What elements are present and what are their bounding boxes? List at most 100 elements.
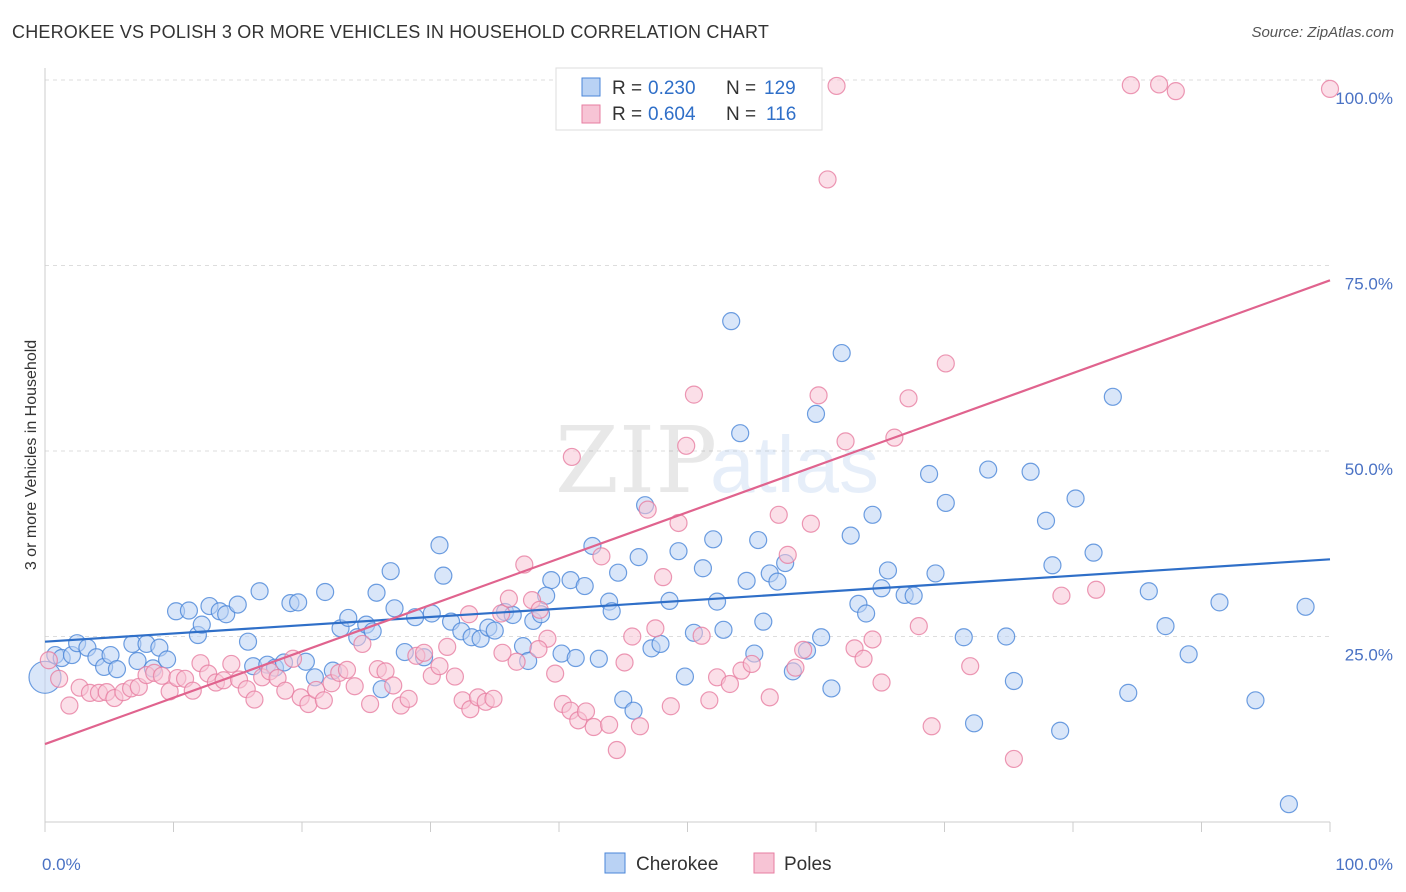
- legend-n-value-cherokee: 129: [764, 78, 796, 99]
- poles-point: [630, 717, 650, 736]
- poles-point: [1004, 749, 1023, 769]
- source-label: Source: ZipAtlas.com: [1251, 24, 1394, 41]
- cherokee-point: [1156, 617, 1175, 636]
- poles-point: [60, 696, 79, 715]
- poles-point: [484, 689, 503, 708]
- cherokee-point: [250, 582, 269, 601]
- cherokee-point: [1103, 387, 1122, 406]
- trend-lines: [44, 279, 1331, 746]
- poles-point: [445, 667, 465, 686]
- cherokee-point: [485, 621, 504, 640]
- poles-point: [438, 637, 457, 656]
- legend-r-label-poles: R =: [612, 104, 642, 125]
- poles-point: [769, 505, 788, 524]
- cherokee-point: [614, 690, 633, 709]
- poles-point: [376, 662, 395, 681]
- poles-point: [546, 664, 565, 683]
- poles-point: [854, 649, 873, 668]
- cherokee-point: [589, 649, 608, 668]
- y-tick-labels: 25.0% 50.0% 75.0% 100.0%: [1335, 89, 1393, 665]
- legend-bottom-swatch-poles: [753, 852, 775, 874]
- cherokee-point: [316, 582, 335, 602]
- y-tick-label: 100.0%: [1335, 89, 1393, 108]
- poles-point: [245, 690, 264, 709]
- cherokee-point: [192, 615, 211, 634]
- cherokee-point: [979, 460, 998, 479]
- cherokee-point: [289, 593, 308, 612]
- poles-point: [576, 702, 596, 721]
- cherokee-point: [624, 701, 643, 720]
- legend-swatch-poles: [581, 104, 601, 124]
- cherokee-point: [1036, 511, 1056, 530]
- poles-point: [692, 626, 711, 645]
- poles-point: [562, 447, 581, 467]
- poles-point: [899, 389, 918, 408]
- cherokee-point: [857, 604, 876, 623]
- cherokee-point: [749, 530, 768, 550]
- poles-point: [684, 385, 704, 404]
- cherokee-point: [1119, 683, 1138, 702]
- poles-point: [1166, 82, 1185, 101]
- legend-r-value-poles: 0.604: [648, 104, 696, 125]
- poles-point: [499, 589, 518, 608]
- poles-point: [661, 697, 680, 716]
- poles-point: [384, 676, 403, 695]
- cherokee-trend-line: [44, 558, 1331, 643]
- cherokee-point: [381, 562, 400, 581]
- cherokee-point: [878, 561, 898, 580]
- cherokee-point: [904, 586, 923, 605]
- poles-point: [818, 170, 837, 189]
- poles-point: [493, 643, 512, 662]
- cherokee-point: [997, 627, 1016, 646]
- chart-title: CHEROKEE VS POLISH 3 OR MORE VEHICLES IN…: [12, 22, 770, 42]
- cherokee-point: [731, 424, 750, 443]
- cherokee-point: [806, 404, 826, 423]
- cherokee-point: [339, 608, 358, 628]
- poles-point: [1052, 586, 1071, 605]
- legend-r-label-cherokee: R =: [612, 78, 642, 99]
- cherokee-point: [1084, 543, 1103, 562]
- cherokee-point: [919, 464, 939, 484]
- cherokee-point: [629, 548, 648, 567]
- poles-point: [345, 677, 364, 696]
- poles-point: [50, 669, 69, 688]
- cherokee-point: [863, 505, 882, 524]
- cherokee-point: [693, 559, 713, 578]
- cherokee-point: [675, 667, 695, 686]
- cherokee-point: [669, 542, 688, 561]
- poles-point: [584, 717, 603, 737]
- cherokee-point: [179, 601, 199, 620]
- cherokee-point: [707, 592, 727, 611]
- poles-point: [529, 640, 548, 659]
- poles-point: [276, 681, 295, 700]
- y-tick-label: 50.0%: [1345, 460, 1393, 479]
- legend-r-value-cherokee: 0.230: [648, 78, 696, 99]
- y-tick-label: 25.0%: [1345, 646, 1393, 665]
- poles-point: [361, 694, 380, 714]
- cherokee-point: [602, 602, 621, 621]
- cherokee-point: [385, 599, 404, 618]
- poles-point: [700, 691, 719, 710]
- cherokee-points: [28, 312, 1315, 814]
- cherokee-point: [1021, 462, 1040, 481]
- cherokee-point: [754, 612, 773, 631]
- axis-layer: [44, 68, 1331, 832]
- poles-point: [909, 617, 928, 636]
- poles-point: [836, 432, 855, 451]
- cherokee-point: [367, 583, 386, 602]
- x-tick-label-max: 100.0%: [1335, 855, 1393, 874]
- poles-point: [1149, 75, 1169, 94]
- cherokee-point: [704, 530, 723, 549]
- poles-point: [646, 619, 665, 638]
- cherokee-point: [1279, 795, 1298, 814]
- poles-point: [615, 653, 634, 672]
- poles-point: [863, 630, 882, 649]
- poles-point: [1320, 79, 1340, 99]
- poles-point: [337, 660, 357, 679]
- poles-point: [607, 740, 626, 760]
- cherokee-point: [434, 566, 453, 585]
- poles-point: [353, 634, 372, 654]
- cherokee-point: [722, 312, 741, 331]
- legend-swatch-cherokee: [581, 77, 601, 97]
